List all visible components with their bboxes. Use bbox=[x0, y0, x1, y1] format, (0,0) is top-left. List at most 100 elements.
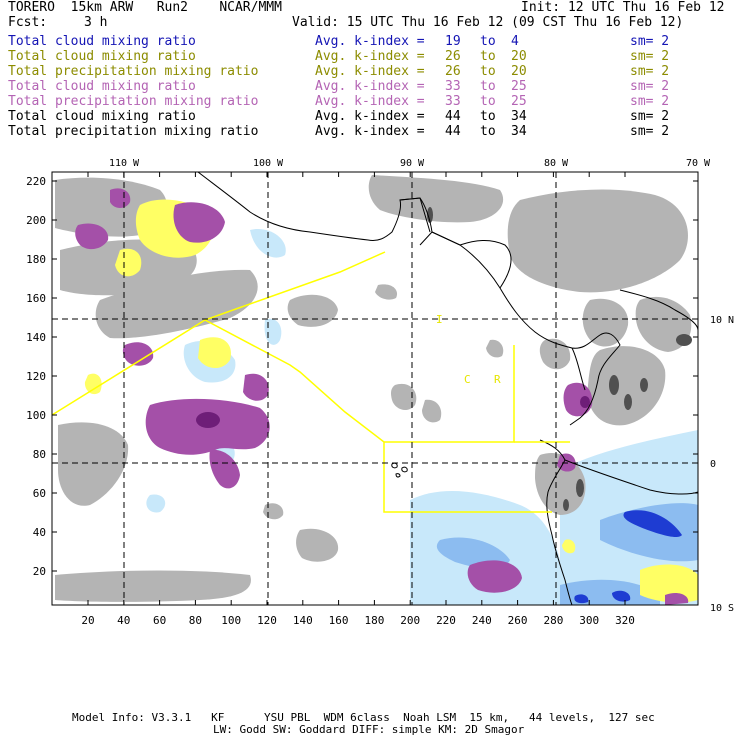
purple-shading bbox=[75, 188, 689, 605]
y-tick-label: 200 bbox=[26, 214, 46, 227]
x-tick-label: 320 bbox=[615, 614, 635, 627]
lat-lon-grid bbox=[52, 172, 698, 605]
legend-row: Total cloud mixing ratio Avg. k-index = 26… bbox=[8, 49, 738, 64]
y-tick-label: 120 bbox=[26, 370, 46, 383]
legend-from-value: 33 bbox=[445, 79, 461, 94]
latitude-label: 10 N bbox=[710, 315, 734, 326]
legend-from-value: 44 bbox=[445, 109, 461, 124]
x-tick-label: 160 bbox=[329, 614, 349, 627]
latitude-labels: 10 N 0 10 S bbox=[710, 315, 734, 614]
legend-avg-label: Avg. k-index = bbox=[315, 94, 425, 109]
coastlines bbox=[197, 172, 698, 605]
legend-to-value: 34 bbox=[511, 124, 527, 139]
x-tick-label: 260 bbox=[508, 614, 528, 627]
legend-avg-label: Avg. k-index = bbox=[315, 49, 425, 64]
model-info-line2: LW: Godd SW: Goddard DIFF: simple KM: 2D… bbox=[213, 723, 525, 736]
legend-row: Total precipitation mixing ratio Avg. k-i… bbox=[8, 124, 738, 139]
legend-smoothing: sm= 2 bbox=[630, 79, 670, 94]
legend-field-name: Total cloud mixing ratio bbox=[8, 79, 196, 94]
legend-to-value: 20 bbox=[511, 49, 527, 64]
legend-from-value: 19 bbox=[445, 34, 461, 49]
legend-from-value: 26 bbox=[445, 64, 461, 79]
legend-field-name: Total cloud mixing ratio bbox=[8, 49, 196, 64]
y-tick-label: 60 bbox=[33, 487, 46, 500]
legend-from-value: 44 bbox=[445, 124, 461, 139]
legend-avg-label: Avg. k-index = bbox=[315, 124, 425, 139]
legend-from-value: 33 bbox=[445, 94, 461, 109]
legend-smoothing: sm= 2 bbox=[630, 34, 670, 49]
x-tick-label: 60 bbox=[153, 614, 166, 627]
legend-avg-label: Avg. k-index = bbox=[315, 64, 425, 79]
legend-row: Total precipitation mixing ratio Avg. k-i… bbox=[8, 94, 738, 109]
x-tick-label: 180 bbox=[364, 614, 384, 627]
longitude-labels: 110 W 100 W 90 W 80 W 70 W bbox=[109, 158, 711, 169]
legend-to-word: to bbox=[480, 94, 496, 109]
longitude-label: 70 W bbox=[686, 158, 711, 169]
place-label-i: I bbox=[436, 313, 443, 326]
legend-smoothing: sm= 2 bbox=[630, 49, 670, 64]
x-tick-label: 40 bbox=[117, 614, 130, 627]
latitude-label: 10 S bbox=[710, 603, 734, 614]
model-info-line1: Model Info: V3.3.1 KF YSU PBL WDM 6class… bbox=[72, 711, 655, 724]
x-tick-label: 240 bbox=[472, 614, 492, 627]
legend-to-value: 25 bbox=[511, 94, 527, 109]
longitude-label: 110 W bbox=[109, 158, 140, 169]
legend-avg-label: Avg. k-index = bbox=[315, 109, 425, 124]
dark-blue-shading bbox=[574, 510, 682, 604]
valid-time: Valid: 15 UTC Thu 16 Feb 12 (09 CST Thu … bbox=[292, 15, 684, 30]
legend-row: Total cloud mixing ratio Avg. k-index = 44… bbox=[8, 109, 738, 124]
legend-to-value: 25 bbox=[511, 79, 527, 94]
legend-avg-label: Avg. k-index = bbox=[315, 34, 425, 49]
longitude-label: 100 W bbox=[253, 158, 284, 169]
legend-row: Total precipitation mixing ratio Avg. k-i… bbox=[8, 64, 738, 79]
field-shading bbox=[52, 172, 698, 605]
legend-field-name: Total cloud mixing ratio bbox=[8, 34, 196, 49]
legend-row: Total cloud mixing ratio Avg. k-index = 33… bbox=[8, 79, 738, 94]
init-time: Init: 12 UTC Thu 16 Feb 12 bbox=[521, 0, 725, 15]
legend-smoothing: sm= 2 bbox=[630, 109, 670, 124]
x-tick-label: 140 bbox=[293, 614, 313, 627]
legend-to-word: to bbox=[480, 124, 496, 139]
x-tick-label: 280 bbox=[543, 614, 563, 627]
legend-to-value: 4 bbox=[511, 34, 519, 49]
legend-row: Total cloud mixing ratio Avg. k-index = 19… bbox=[8, 34, 738, 49]
legend-smoothing: sm= 2 bbox=[630, 124, 670, 139]
y-tick-label: 40 bbox=[33, 526, 46, 539]
x-tick-label: 200 bbox=[400, 614, 420, 627]
legend-to-value: 34 bbox=[511, 109, 527, 124]
y-tick-label: 20 bbox=[33, 565, 46, 578]
x-tick-label: 120 bbox=[257, 614, 277, 627]
place-label-c: C bbox=[464, 373, 471, 386]
legend-avg-label: Avg. k-index = bbox=[315, 79, 425, 94]
latitude-label: 0 bbox=[710, 459, 716, 470]
legend-to-word: to bbox=[480, 109, 496, 124]
place-label-r: R bbox=[494, 373, 501, 386]
x-tick-label: 20 bbox=[81, 614, 94, 627]
legend-from-value: 26 bbox=[445, 49, 461, 64]
legend-to-value: 20 bbox=[511, 64, 527, 79]
dark-gray-shading bbox=[134, 207, 692, 511]
legend-field-name: Total cloud mixing ratio bbox=[8, 109, 196, 124]
legend-field-name: Total precipitation mixing ratio bbox=[8, 94, 259, 109]
map-frame bbox=[51, 171, 699, 606]
x-tick-label: 300 bbox=[579, 614, 599, 627]
y-tick-label: 180 bbox=[26, 253, 46, 266]
y-tick-label: 220 bbox=[26, 175, 46, 188]
legend-field-name: Total precipitation mixing ratio bbox=[8, 64, 259, 79]
y-tick-label: 100 bbox=[26, 409, 46, 422]
y-axis-ticks: 220 200 180 160 140 120 100 80 60 40 20 bbox=[26, 175, 698, 578]
fcst-label: Fcst: bbox=[8, 15, 48, 30]
x-tick-label: 80 bbox=[189, 614, 202, 627]
dark-purple-shading bbox=[196, 396, 590, 428]
fcst-value: 3 h bbox=[84, 15, 108, 30]
x-tick-label: 220 bbox=[436, 614, 456, 627]
legend-smoothing: sm= 2 bbox=[630, 94, 670, 109]
legend-smoothing: sm= 2 bbox=[630, 64, 670, 79]
legend-to-word: to bbox=[480, 34, 496, 49]
longitude-label: 80 W bbox=[544, 158, 569, 169]
y-tick-label: 80 bbox=[33, 448, 46, 461]
x-axis-ticks: 20 40 60 80 100 120 140 160 180 200 220 240 260 280 30… bbox=[81, 172, 635, 627]
legend-field-name: Total precipitation mixing ratio bbox=[8, 124, 259, 139]
y-tick-label: 140 bbox=[26, 331, 46, 344]
